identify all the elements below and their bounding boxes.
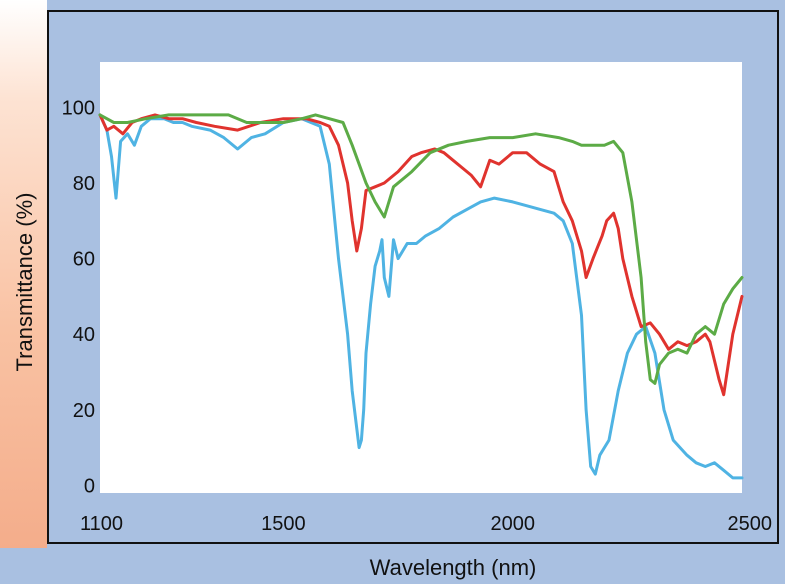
x-tick-label: 1100 [80,513,123,535]
y-tick-label: 80 [73,173,95,195]
plot-area [100,62,742,493]
series-line-3 [98,113,744,385]
y-tick-label: 100 [62,97,95,119]
series-layer [98,113,744,480]
x-tick-label: 1500 [261,513,306,535]
y-axis-band [0,0,47,548]
y-tick-label: 0 [84,475,95,497]
series-line-1 [98,113,744,480]
y-tick-label: 60 [73,249,95,271]
x-tick-label: 2000 [490,513,535,535]
y-tick-label: 40 [73,324,95,346]
y-tick-labels: 0 20 40 60 80 100 [62,97,95,497]
y-tick-label: 20 [73,400,95,422]
series-line-2 [98,113,744,397]
x-tick-label: 2500 [728,513,773,535]
x-axis-title: Wavelength (nm) [370,555,537,580]
y-axis-title: Transmittance (%) [12,193,37,372]
x-tick-labels: 1100 1500 2000 2500 [80,513,772,535]
